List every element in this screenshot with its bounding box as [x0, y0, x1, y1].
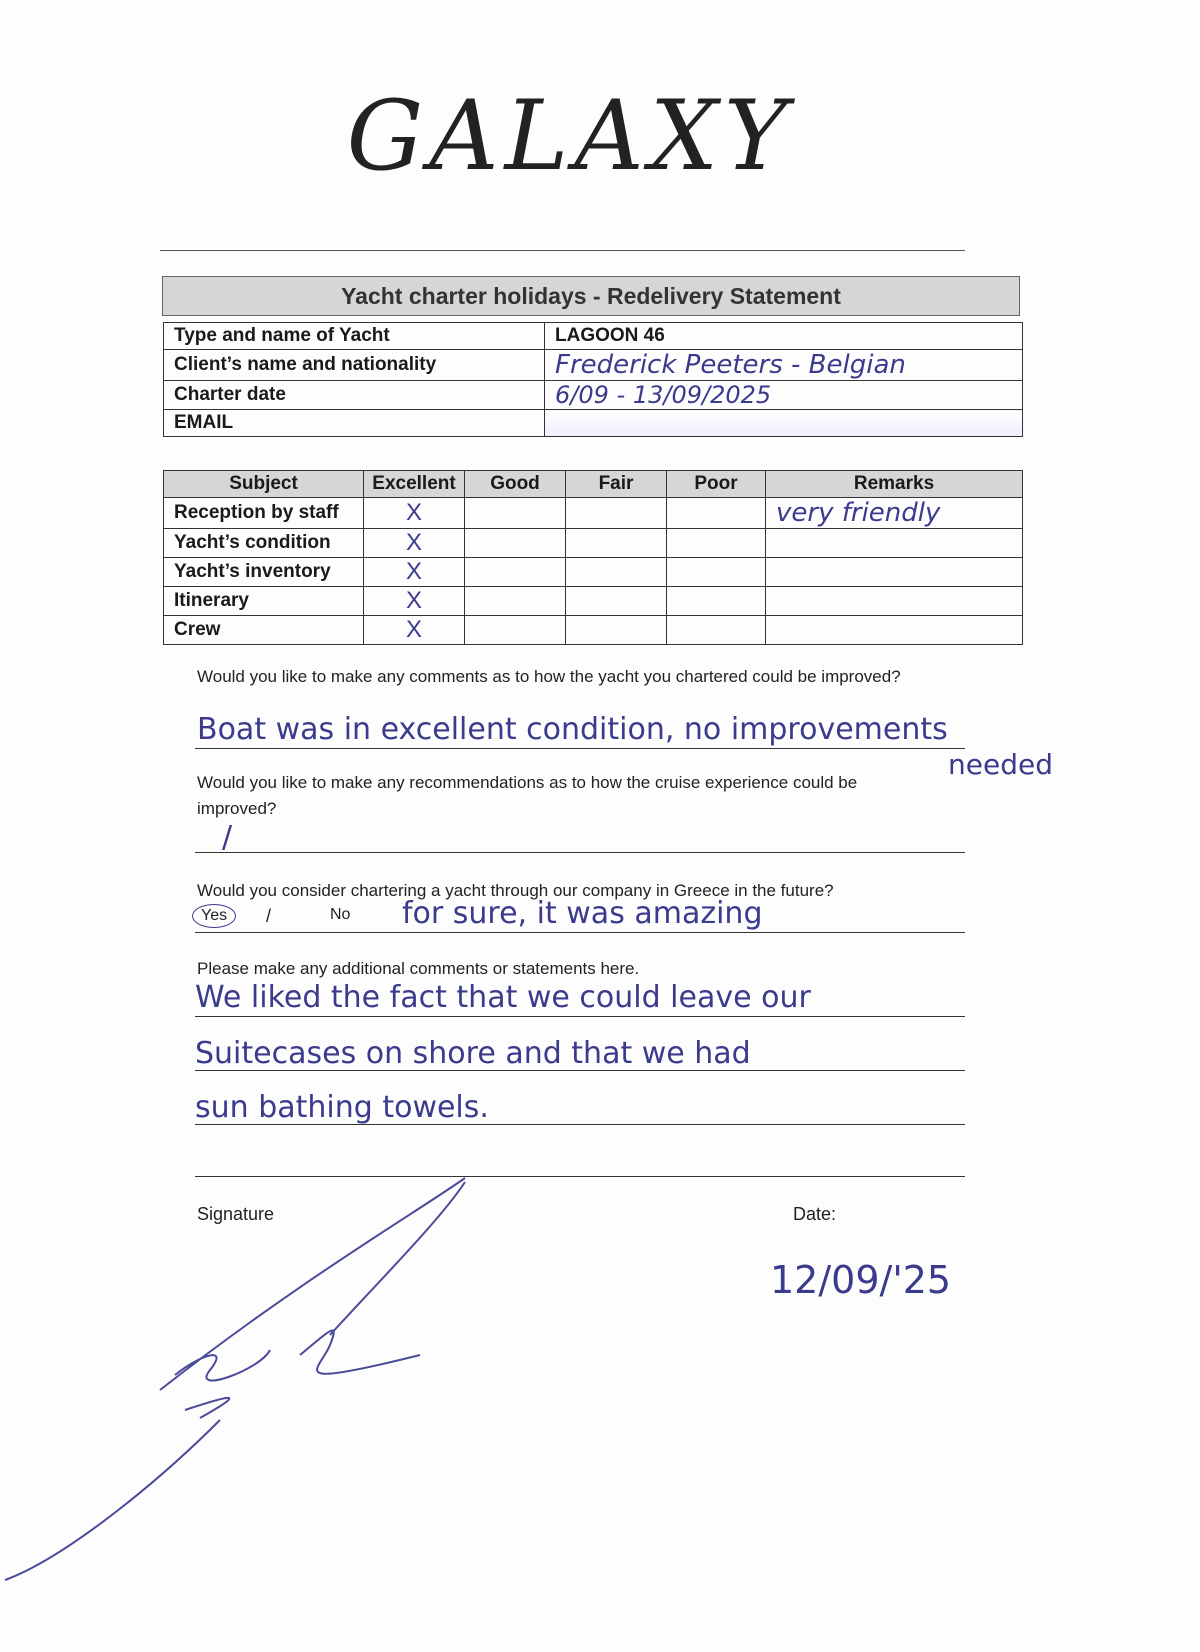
answer-line	[195, 1124, 965, 1125]
subject: Crew	[163, 615, 364, 645]
table-row: Crew X	[163, 615, 1023, 645]
table-row: Yacht’s condition X	[163, 528, 1023, 558]
info-label: Client’s name and nationality	[163, 349, 545, 381]
date-value: 12/09/'25	[770, 1258, 952, 1302]
additional-comment-line: We liked the fact that we could leave ou…	[195, 980, 811, 1015]
info-row: Charter date 6/09 - 13/09/2025	[163, 380, 1023, 410]
question-charter-again: Would you consider chartering a yacht th…	[197, 881, 834, 900]
answer-yacht-improvements: Boat was in excellent condition, no impr…	[197, 712, 948, 747]
answer-line	[195, 748, 965, 749]
answer-line	[195, 1176, 965, 1177]
divider	[160, 250, 965, 251]
signature-image	[4, 1177, 466, 1581]
excellent-mark: X	[363, 615, 465, 645]
answer-charter-again: for sure, it was amazing	[402, 896, 763, 931]
option-yes-circled[interactable]: Yes	[192, 904, 237, 928]
signature-label: Signature	[197, 1204, 275, 1224]
info-row: EMAIL	[163, 409, 1023, 437]
additional-comment-line: sun bathing towels.	[195, 1090, 489, 1125]
client-name-value: Frederick Peeters - Belgian	[544, 349, 1023, 381]
header-remarks: Remarks	[765, 470, 1023, 498]
remarks	[765, 615, 1023, 645]
excellent-mark: X	[363, 586, 465, 616]
table-row: Itinerary X	[163, 586, 1023, 616]
subject: Yacht’s inventory	[163, 557, 364, 587]
info-label: Type and name of Yacht	[163, 322, 545, 350]
header-poor: Poor	[666, 470, 766, 498]
question-cruise-recommendations: Would you like to make any recommendatio…	[197, 773, 858, 818]
galaxy-logo: GALAXY	[346, 80, 794, 192]
ratings-table: Subject Excellent Good Fair Poor Remarks…	[163, 470, 1023, 645]
email-value-redacted	[544, 409, 1023, 437]
subject: Yacht’s condition	[163, 528, 364, 558]
table-row: Yacht’s inventory X	[163, 557, 1023, 587]
excellent-mark: X	[363, 557, 465, 587]
option-separator: /	[266, 906, 272, 926]
remarks	[765, 586, 1023, 616]
question-additional-comments: Please make any additional comments or s…	[197, 959, 640, 978]
answer-line	[195, 1070, 965, 1071]
info-row: Client’s name and nationality Frederick P…	[163, 349, 1023, 381]
answer-line	[195, 1016, 965, 1017]
additional-comment-line: Suitecases on shore and that we had	[195, 1036, 751, 1071]
info-row: Type and name of Yacht LAGOON 46	[163, 322, 1023, 350]
subject: Reception by staff	[163, 497, 364, 529]
header-fair: Fair	[565, 470, 667, 498]
ratings-header: Subject Excellent Good Fair Poor Remarks	[163, 470, 1023, 498]
header-good: Good	[464, 470, 566, 498]
answer-yacht-improvements-cont: needed	[948, 748, 1053, 781]
remarks: very friendly	[765, 497, 1023, 529]
excellent-mark: X	[363, 497, 465, 529]
header-subject: Subject	[163, 470, 364, 498]
subject: Itinerary	[163, 586, 364, 616]
yacht-info-table: Type and name of Yacht LAGOON 46 Client’s…	[163, 322, 1023, 437]
info-value: LAGOON 46	[544, 322, 1023, 350]
remarks	[765, 528, 1023, 558]
excellent-mark: X	[363, 528, 465, 558]
charter-date-value: 6/09 - 13/09/2025	[544, 380, 1023, 410]
option-no[interactable]: No	[330, 906, 351, 923]
question-yacht-improvements: Would you like to make any comments as t…	[197, 667, 901, 686]
remarks	[765, 557, 1023, 587]
answer-line	[195, 932, 965, 933]
info-label: EMAIL	[163, 409, 545, 437]
answer-cruise-recommendations: /	[222, 820, 233, 855]
answer-line	[195, 852, 965, 853]
info-label: Charter date	[163, 380, 545, 410]
date-label: Date:	[793, 1204, 837, 1224]
header-excellent: Excellent	[363, 470, 465, 498]
form-title: Yacht charter holidays - Redelivery Stat…	[162, 276, 1020, 316]
